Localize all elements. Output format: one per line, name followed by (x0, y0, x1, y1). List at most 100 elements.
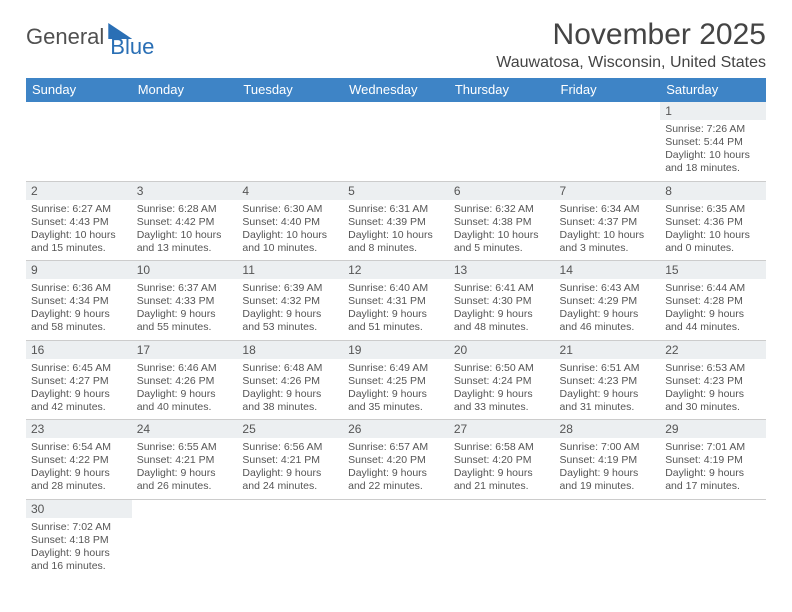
day-line: Daylight: 9 hours (31, 547, 127, 560)
day-data: Sunrise: 6:27 AMSunset: 4:43 PMDaylight:… (26, 200, 132, 261)
day-data: Sunrise: 6:46 AMSunset: 4:26 PMDaylight:… (132, 359, 238, 420)
day-line: Sunrise: 6:31 AM (348, 203, 444, 216)
day-line: and 13 minutes. (137, 242, 233, 255)
day-line: Daylight: 10 hours (665, 149, 761, 162)
calendar-cell: 22Sunrise: 6:53 AMSunset: 4:23 PMDayligh… (660, 340, 766, 420)
day-line: and 21 minutes. (454, 480, 550, 493)
day-line: Sunset: 4:33 PM (137, 295, 233, 308)
brand-logo: General Blue (26, 18, 154, 50)
day-number: 21 (555, 341, 661, 359)
day-data: Sunrise: 6:40 AMSunset: 4:31 PMDaylight:… (343, 279, 449, 340)
day-data: Sunrise: 6:55 AMSunset: 4:21 PMDaylight:… (132, 438, 238, 499)
day-data: Sunrise: 6:45 AMSunset: 4:27 PMDaylight:… (26, 359, 132, 420)
day-number: 7 (555, 182, 661, 200)
day-number: 8 (660, 182, 766, 200)
day-line: Daylight: 9 hours (31, 467, 127, 480)
calendar-cell: .. (237, 499, 343, 578)
day-data: Sunrise: 6:39 AMSunset: 4:32 PMDaylight:… (237, 279, 343, 340)
day-line: Sunrise: 6:56 AM (242, 441, 338, 454)
day-line: Sunset: 4:25 PM (348, 375, 444, 388)
day-line: Sunrise: 6:30 AM (242, 203, 338, 216)
day-line: Sunrise: 6:51 AM (560, 362, 656, 375)
day-line: Sunset: 4:26 PM (137, 375, 233, 388)
day-data: Sunrise: 6:36 AMSunset: 4:34 PMDaylight:… (26, 279, 132, 340)
calendar-cell: .. (555, 499, 661, 578)
calendar-cell: 29Sunrise: 7:01 AMSunset: 4:19 PMDayligh… (660, 420, 766, 500)
day-line: Daylight: 10 hours (348, 229, 444, 242)
day-data: Sunrise: 6:48 AMSunset: 4:26 PMDaylight:… (237, 359, 343, 420)
day-line: Sunrise: 6:53 AM (665, 362, 761, 375)
day-header: Tuesday (237, 78, 343, 102)
day-line: Daylight: 10 hours (454, 229, 550, 242)
day-number: 13 (449, 261, 555, 279)
day-number: 14 (555, 261, 661, 279)
calendar-cell: 7Sunrise: 6:34 AMSunset: 4:37 PMDaylight… (555, 181, 661, 261)
day-line: and 0 minutes. (665, 242, 761, 255)
day-line: and 8 minutes. (348, 242, 444, 255)
day-data: Sunrise: 6:32 AMSunset: 4:38 PMDaylight:… (449, 200, 555, 261)
day-line: Daylight: 9 hours (665, 308, 761, 321)
calendar-cell: 28Sunrise: 7:00 AMSunset: 4:19 PMDayligh… (555, 420, 661, 500)
day-line: Sunset: 4:19 PM (665, 454, 761, 467)
day-header: Thursday (449, 78, 555, 102)
day-line: and 35 minutes. (348, 401, 444, 414)
day-line: and 19 minutes. (560, 480, 656, 493)
day-data: Sunrise: 6:34 AMSunset: 4:37 PMDaylight:… (555, 200, 661, 261)
location-text: Wauwatosa, Wisconsin, United States (496, 54, 766, 72)
day-line: Sunset: 4:21 PM (242, 454, 338, 467)
day-data: Sunrise: 7:26 AMSunset: 5:44 PMDaylight:… (660, 120, 766, 181)
day-line: and 48 minutes. (454, 321, 550, 334)
day-line: and 55 minutes. (137, 321, 233, 334)
calendar-cell: 18Sunrise: 6:48 AMSunset: 4:26 PMDayligh… (237, 340, 343, 420)
day-line: Daylight: 9 hours (454, 308, 550, 321)
day-line: Sunrise: 6:54 AM (31, 441, 127, 454)
calendar-cell: 21Sunrise: 6:51 AMSunset: 4:23 PMDayligh… (555, 340, 661, 420)
day-data: Sunrise: 6:58 AMSunset: 4:20 PMDaylight:… (449, 438, 555, 499)
day-line: and 18 minutes. (665, 162, 761, 175)
day-line: and 16 minutes. (31, 560, 127, 573)
calendar-body: ............1Sunrise: 7:26 AMSunset: 5:4… (26, 102, 766, 579)
day-header: Saturday (660, 78, 766, 102)
day-header-row: SundayMondayTuesdayWednesdayThursdayFrid… (26, 78, 766, 102)
day-header: Sunday (26, 78, 132, 102)
day-line: Daylight: 9 hours (242, 308, 338, 321)
day-line: Daylight: 9 hours (137, 388, 233, 401)
day-number: 1 (660, 102, 766, 120)
day-line: Daylight: 9 hours (137, 308, 233, 321)
calendar-cell: .. (449, 102, 555, 182)
day-line: Sunrise: 6:48 AM (242, 362, 338, 375)
day-number: 18 (237, 341, 343, 359)
calendar-cell: 6Sunrise: 6:32 AMSunset: 4:38 PMDaylight… (449, 181, 555, 261)
day-line: Sunset: 4:34 PM (31, 295, 127, 308)
day-line: Daylight: 9 hours (348, 308, 444, 321)
day-line: Sunrise: 6:46 AM (137, 362, 233, 375)
calendar-cell: .. (449, 499, 555, 578)
day-header: Wednesday (343, 78, 449, 102)
calendar-cell: 9Sunrise: 6:36 AMSunset: 4:34 PMDaylight… (26, 261, 132, 341)
day-line: Sunset: 4:30 PM (454, 295, 550, 308)
day-data: Sunrise: 6:44 AMSunset: 4:28 PMDaylight:… (660, 279, 766, 340)
calendar-cell: 2Sunrise: 6:27 AMSunset: 4:43 PMDaylight… (26, 181, 132, 261)
day-line: Sunrise: 6:36 AM (31, 282, 127, 295)
day-line: and 22 minutes. (348, 480, 444, 493)
day-line: Sunrise: 6:39 AM (242, 282, 338, 295)
calendar-cell: 1Sunrise: 7:26 AMSunset: 5:44 PMDaylight… (660, 102, 766, 182)
day-data: Sunrise: 6:56 AMSunset: 4:21 PMDaylight:… (237, 438, 343, 499)
day-data: Sunrise: 6:50 AMSunset: 4:24 PMDaylight:… (449, 359, 555, 420)
day-line: Sunrise: 6:58 AM (454, 441, 550, 454)
calendar-week: 9Sunrise: 6:36 AMSunset: 4:34 PMDaylight… (26, 261, 766, 341)
day-data: Sunrise: 7:01 AMSunset: 4:19 PMDaylight:… (660, 438, 766, 499)
day-data: Sunrise: 6:28 AMSunset: 4:42 PMDaylight:… (132, 200, 238, 261)
day-line: Daylight: 9 hours (454, 388, 550, 401)
day-line: Sunset: 4:24 PM (454, 375, 550, 388)
calendar-cell: 23Sunrise: 6:54 AMSunset: 4:22 PMDayligh… (26, 420, 132, 500)
calendar-cell: 19Sunrise: 6:49 AMSunset: 4:25 PMDayligh… (343, 340, 449, 420)
day-line: Sunrise: 6:34 AM (560, 203, 656, 216)
day-data: Sunrise: 7:02 AMSunset: 4:18 PMDaylight:… (26, 518, 132, 579)
day-line: Sunrise: 6:57 AM (348, 441, 444, 454)
day-data: Sunrise: 6:57 AMSunset: 4:20 PMDaylight:… (343, 438, 449, 499)
calendar-week: ............1Sunrise: 7:26 AMSunset: 5:4… (26, 102, 766, 182)
day-data: Sunrise: 6:41 AMSunset: 4:30 PMDaylight:… (449, 279, 555, 340)
day-line: and 26 minutes. (137, 480, 233, 493)
day-line: Sunset: 4:40 PM (242, 216, 338, 229)
